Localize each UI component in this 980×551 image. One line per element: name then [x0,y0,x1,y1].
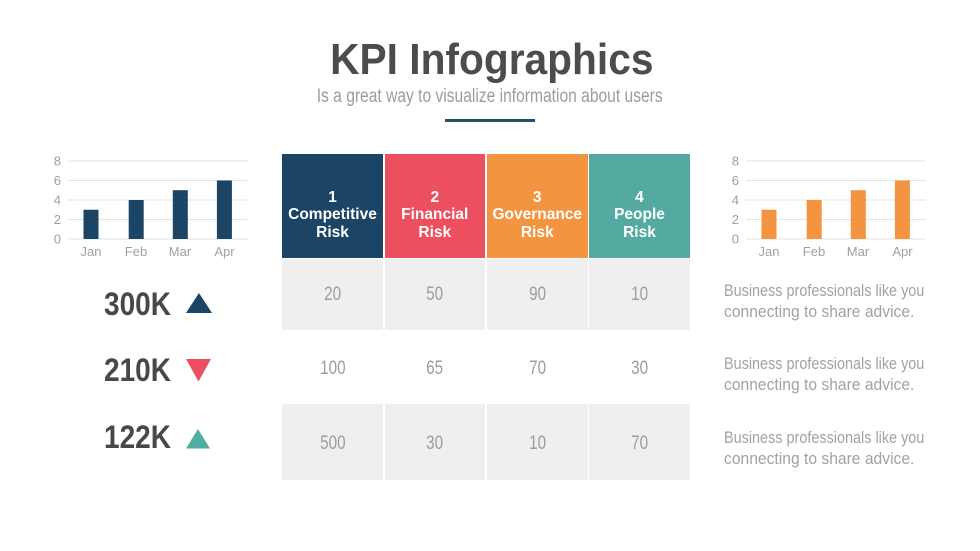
svg-text:4: 4 [732,193,739,208]
svg-text:Mar: Mar [169,244,192,259]
svg-text:2: 2 [54,212,61,227]
svg-text:Feb: Feb [125,244,147,259]
svg-text:0: 0 [732,232,739,247]
svg-text:Jan: Jan [81,244,102,259]
svg-text:Mar: Mar [847,244,870,259]
svg-text:Apr: Apr [214,244,235,259]
svg-text:Jan: Jan [759,244,780,259]
svg-text:Apr: Apr [892,244,913,259]
svg-text:8: 8 [54,154,61,169]
svg-text:Feb: Feb [803,244,825,259]
svg-text:8: 8 [732,154,739,169]
svg-text:0: 0 [54,232,61,247]
svg-text:6: 6 [54,173,61,188]
svg-text:2: 2 [732,212,739,227]
svg-text:4: 4 [54,193,61,208]
svg-text:6: 6 [732,173,739,188]
